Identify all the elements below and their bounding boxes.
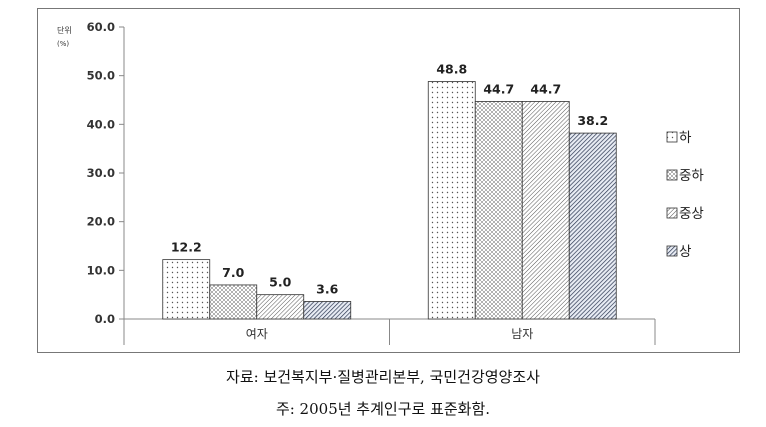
y-tick-label: 60.0	[87, 20, 115, 34]
unit-sub-label: (%)	[57, 40, 69, 48]
legend-swatch	[666, 169, 678, 181]
bar-중하	[474, 101, 523, 320]
source-caption: 자료: 보건복지부·질병관리본부, 국민건강영양조사	[226, 368, 540, 386]
bar-chart: 0.0 10.0 20.0 30.0 40.0 50.0 60.0 단위 (%) 12.2 7.0 5…	[57, 20, 704, 345]
legend-swatch	[666, 131, 678, 143]
data-label: 44.7	[483, 81, 514, 96]
data-label: 7.0	[222, 265, 244, 280]
legend-label: 하	[679, 130, 692, 146]
y-tick-label: 20.0	[87, 215, 115, 229]
chart-frame	[37, 8, 740, 353]
bar-중상	[521, 101, 570, 320]
bar-하	[162, 259, 211, 320]
y-tick-label: 30.0	[87, 166, 115, 180]
legend-swatch	[666, 245, 678, 257]
data-label: 44.7	[530, 81, 561, 96]
category-label: 남자	[511, 327, 533, 341]
legend-label: 상	[679, 244, 691, 260]
bar-중상	[256, 294, 305, 320]
y-tick-label: 10.0	[87, 263, 115, 277]
data-label: 3.6	[316, 281, 338, 296]
bar-상	[303, 301, 352, 320]
legend-label: 중하	[679, 168, 704, 184]
note-caption: 주: 2005년 추계인구로 표준화함.	[275, 400, 491, 418]
bar-상	[568, 132, 617, 320]
data-label: 38.2	[577, 113, 608, 128]
y-tick-label: 0.0	[95, 312, 115, 326]
bar-중하	[209, 284, 258, 320]
legend-label: 중상	[679, 206, 704, 222]
legend-swatch	[666, 207, 678, 219]
y-tick-label: 50.0	[87, 69, 115, 83]
category-label: 여자	[246, 327, 268, 341]
bar-하	[427, 81, 476, 320]
unit-label: 단위	[57, 25, 72, 35]
y-tick-label: 40.0	[87, 117, 115, 131]
data-label: 5.0	[269, 275, 291, 290]
data-label: 48.8	[436, 62, 467, 77]
data-label: 12.2	[171, 240, 202, 255]
